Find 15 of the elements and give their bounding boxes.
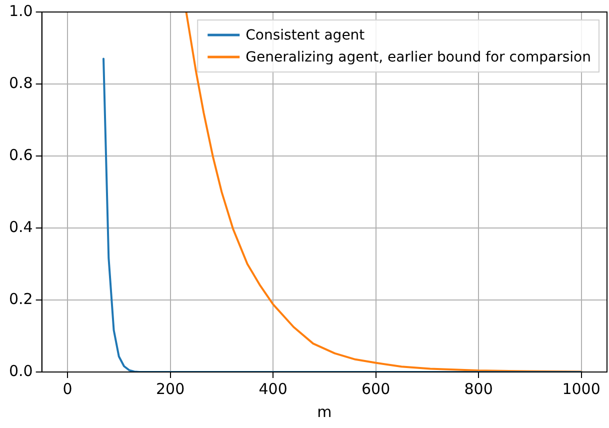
x-tick-label: 800: [464, 380, 493, 398]
legend-label: Consistent agent: [246, 28, 366, 44]
y-tick-label: 0.0: [8, 362, 33, 380]
y-tick-label: 1.0: [8, 2, 33, 20]
y-tick-label: 0.4: [8, 218, 33, 236]
x-tick-label: 400: [258, 380, 288, 398]
y-tick-label: 0.6: [8, 146, 33, 164]
x-axis-title: m: [317, 402, 332, 421]
x-tick-label: 600: [361, 380, 390, 398]
x-tick-label: 200: [156, 380, 185, 398]
x-tick-label: 0: [62, 380, 72, 398]
legend-label: Generalizing agent, earlier bound for comparsion: [246, 50, 592, 66]
x-tick-label: 1000: [562, 380, 600, 398]
y-tick-label: 0.2: [8, 290, 33, 308]
y-tick-label: 0.8: [8, 74, 33, 92]
